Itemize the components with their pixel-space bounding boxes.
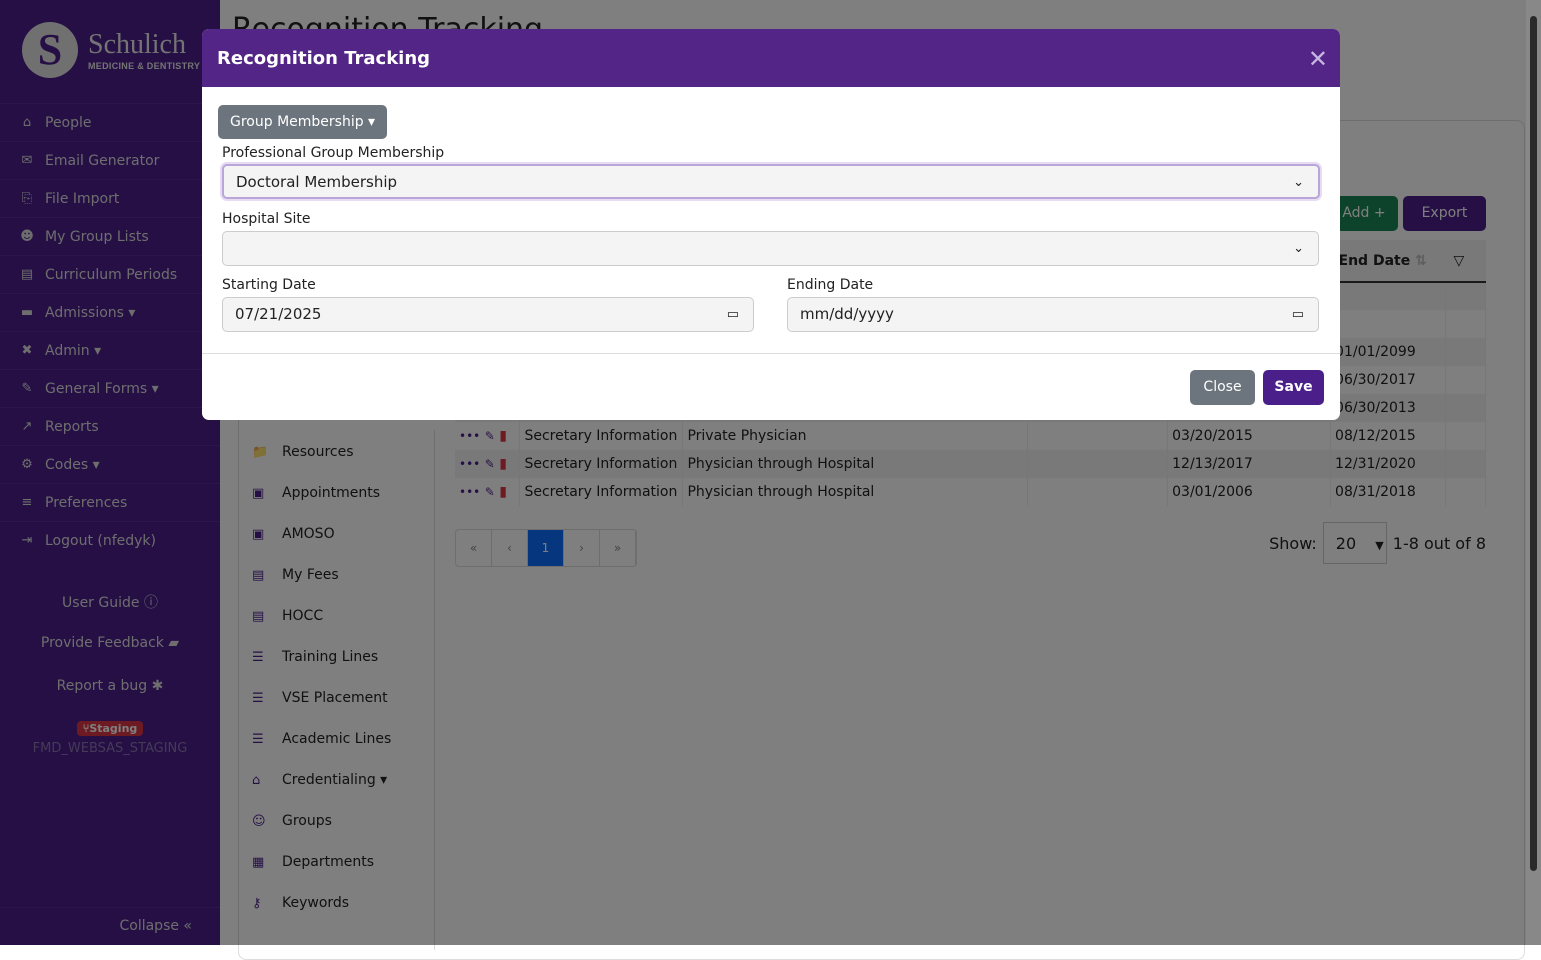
starting-date-input[interactable]: 07/21/2025 ▭ <box>222 297 754 332</box>
modal-footer-divider <box>202 353 1340 354</box>
save-button[interactable]: Save <box>1263 370 1324 405</box>
recognition-tracking-modal: Recognition Tracking ✕ Group Membership … <box>202 29 1340 420</box>
pgm-label: Professional Group Membership <box>222 145 445 161</box>
scrollbar[interactable] <box>1526 0 1541 945</box>
starting-date-label: Starting Date <box>222 277 316 293</box>
group-membership-dropdown[interactable]: Group Membership ▾ <box>218 105 388 139</box>
chevron-down-icon: ⌄ <box>1293 241 1304 256</box>
professional-group-select[interactable]: Doctoral Membership ⌄ <box>222 164 1320 199</box>
ending-date-label: Ending Date <box>787 277 874 293</box>
chevron-down-icon: ⌄ <box>1293 175 1304 190</box>
close-icon[interactable]: ✕ <box>1307 45 1328 73</box>
calendar-icon: ▭ <box>1291 307 1304 322</box>
ending-date-input[interactable]: mm/dd/yyyy ▭ <box>787 297 1319 332</box>
close-button[interactable]: Close <box>1190 370 1255 405</box>
calendar-icon: ▭ <box>726 307 739 322</box>
hospital-site-select[interactable]: ⌄ <box>222 231 1319 266</box>
hospital-site-label: Hospital Site <box>222 211 311 227</box>
modal-title: Recognition Tracking <box>217 47 431 69</box>
